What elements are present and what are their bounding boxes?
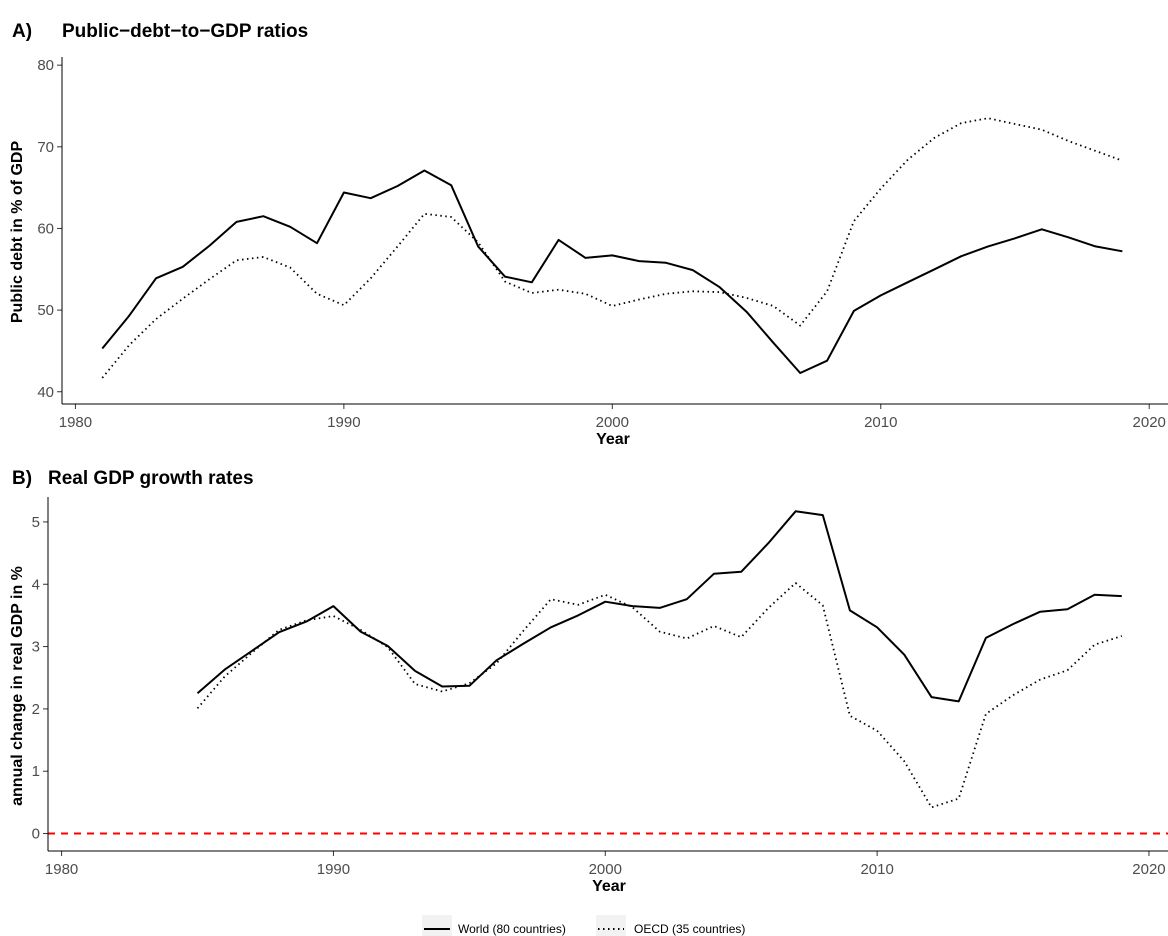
panel-b-y-tick-label: 3 <box>32 639 40 656</box>
panel-a-x-tick-label: 1990 <box>327 414 360 431</box>
legend-key-oecd <box>596 915 626 936</box>
legend-label-oecd: OECD (35 countries) <box>634 922 745 936</box>
panel-b-world-series-line <box>196 510 1122 703</box>
panel-a-title: Public−debt−to−GDP ratios <box>62 21 308 42</box>
panel-b-tag: B) <box>12 468 32 489</box>
panel-b-x-tick-label: 2010 <box>860 861 893 878</box>
panel-a-y-tick-label: 40 <box>37 384 54 401</box>
panel-a-x-axis-title: Year <box>596 431 630 448</box>
panel-a-oecd-series-line <box>101 117 1123 379</box>
panel-b-y-tick-label: 0 <box>32 826 40 843</box>
panel-b-y-axis-title: annual change in real GDP in % <box>9 566 26 806</box>
panel-a-x-ticks: 1980 1990 2000 2010 2020 <box>59 404 1166 431</box>
legend-item-world: World (80 countries) <box>422 915 566 936</box>
panel-b-y-tick-label: 5 <box>32 514 40 531</box>
panel-b-x-axis-title: Year <box>592 878 626 895</box>
panel-a-y-tick-label: 60 <box>37 220 54 237</box>
panel-b-x-tick-label: 2020 <box>1132 861 1165 878</box>
panel-a-x-tick-label: 2000 <box>596 414 629 431</box>
legend: World (80 countries) OECD (35 countries) <box>422 915 745 936</box>
panel-a-series <box>101 117 1123 379</box>
panel-a-y-axis-title: Public debt in % of GDP <box>9 141 26 324</box>
panel-b-x-tick-label: 1980 <box>45 861 78 878</box>
panel-a-y-tick-label: 50 <box>37 302 54 319</box>
panel-a-world-series-line <box>101 169 1123 374</box>
panel-b-y-tick-label: 2 <box>32 701 40 718</box>
panel-a-y-tick-label: 80 <box>37 57 54 74</box>
panel-b-gdp-growth: B) Real GDP growth rates 0 1 2 3 4 5 1980 1990… <box>9 468 1168 895</box>
panel-a-tag: A) <box>12 21 32 42</box>
panel-b-y-tick-label: 1 <box>32 763 40 780</box>
legend-item-oecd: OECD (35 countries) <box>596 915 745 936</box>
panel-b-oecd-series-line <box>196 582 1123 809</box>
panel-a-x-tick-label: 1980 <box>59 414 92 431</box>
panel-b-y-tick-label: 4 <box>32 576 40 593</box>
panel-a-x-tick-label: 2020 <box>1133 414 1166 431</box>
panel-b-x-ticks: 1980 1990 2000 2010 2020 <box>45 851 1166 878</box>
panel-a-x-tick-label: 2010 <box>864 414 897 431</box>
panel-b-title: Real GDP growth rates <box>48 468 254 489</box>
panel-a-debt-ratios: A) Public−debt−to−GDP ratios 4050607080 … <box>9 21 1168 448</box>
legend-label-world: World (80 countries) <box>458 922 566 936</box>
panel-b-x-tick-label: 1990 <box>317 861 350 878</box>
legend-key-world <box>422 915 452 936</box>
panel-b-series <box>196 510 1123 809</box>
panel-b-x-tick-label: 2000 <box>589 861 622 878</box>
panel-b-y-ticks: 0 1 2 3 4 5 <box>32 514 48 843</box>
panel-a-y-tick-label: 70 <box>37 139 54 156</box>
panel-a-y-ticks: 40 50 60 70 80 <box>37 57 62 401</box>
